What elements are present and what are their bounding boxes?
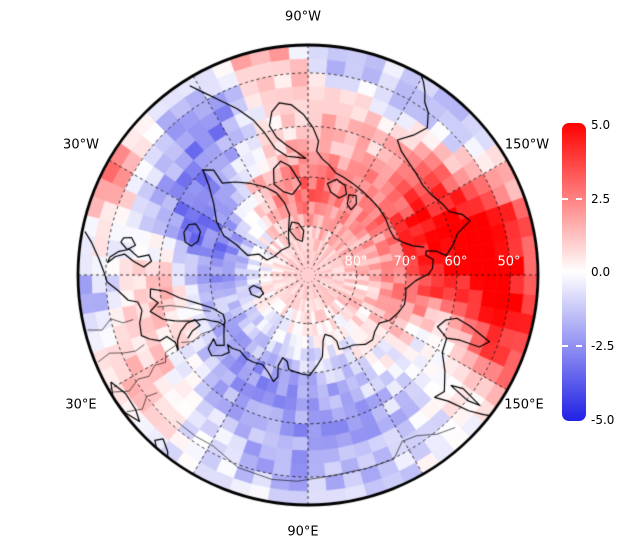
latitude-label-50: 50° <box>497 254 521 270</box>
latitude-label-80: 80° <box>344 254 368 270</box>
meridian-label-90w: 90°W <box>285 9 321 25</box>
meridian-label-150w: 150°W <box>504 137 550 153</box>
colorbar-gradient <box>562 123 586 421</box>
colorbar-tick--5: -5.0 <box>591 413 615 427</box>
colorbar-tick--2.5: -2.5 <box>591 339 615 353</box>
colorbar-notch-2.5-right <box>576 198 582 200</box>
colorbar-tick-5: 5.0 <box>591 118 611 132</box>
latitude-label-70: 70° <box>393 254 417 270</box>
meridian-label-150e: 150°E <box>504 397 544 413</box>
colorbar-notch--2.5-right <box>576 345 582 347</box>
colorbar-tick-2.5: 2.5 <box>591 192 611 206</box>
colorbar-notch-2.5-left <box>562 198 568 200</box>
colorbar-notch--2.5-left <box>562 345 568 347</box>
meridian-label-90e: 90°E <box>287 524 319 540</box>
meridian-label-30w: 30°W <box>63 137 99 153</box>
colorbar-tick-0: 0.0 <box>591 265 611 279</box>
meridian-label-30e: 30°E <box>65 397 97 413</box>
latitude-label-60: 60° <box>444 254 468 270</box>
